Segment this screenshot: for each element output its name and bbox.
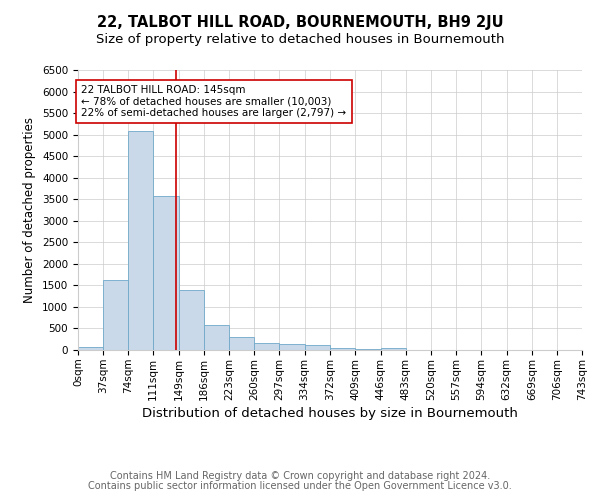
Y-axis label: Number of detached properties: Number of detached properties — [23, 117, 37, 303]
Bar — [331, 348, 355, 350]
Text: Size of property relative to detached houses in Bournemouth: Size of property relative to detached ho… — [96, 32, 504, 46]
Bar — [380, 348, 406, 350]
Bar — [179, 290, 204, 350]
Bar — [355, 348, 380, 350]
Bar — [103, 280, 128, 350]
Text: 22, TALBOT HILL ROAD, BOURNEMOUTH, BH9 2JU: 22, TALBOT HILL ROAD, BOURNEMOUTH, BH9 2… — [97, 15, 503, 30]
Bar — [305, 346, 331, 350]
Bar — [254, 344, 280, 350]
Bar — [128, 131, 153, 350]
X-axis label: Distribution of detached houses by size in Bournemouth: Distribution of detached houses by size … — [142, 406, 518, 420]
Text: Contains public sector information licensed under the Open Government Licence v3: Contains public sector information licen… — [88, 481, 512, 491]
Bar — [229, 337, 254, 350]
Bar — [78, 347, 103, 350]
Text: Contains HM Land Registry data © Crown copyright and database right 2024.: Contains HM Land Registry data © Crown c… — [110, 471, 490, 481]
Bar — [280, 344, 305, 350]
Bar — [204, 324, 229, 350]
Bar — [153, 196, 179, 350]
Text: 22 TALBOT HILL ROAD: 145sqm
← 78% of detached houses are smaller (10,003)
22% of: 22 TALBOT HILL ROAD: 145sqm ← 78% of det… — [82, 85, 347, 118]
